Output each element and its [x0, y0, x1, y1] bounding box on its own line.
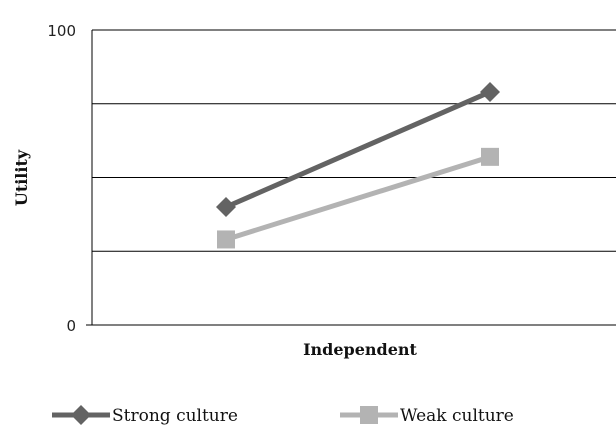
legend-marker: [71, 405, 91, 425]
y-tick-label: 100: [47, 22, 76, 40]
x-axis-title: Independent: [303, 340, 417, 359]
data-point: [217, 230, 235, 249]
gridlines: [92, 29, 616, 252]
data-point: [216, 197, 236, 217]
legend-marker: [360, 406, 378, 424]
y-tick-labels: 0 100: [47, 22, 76, 335]
legend-label: Strong culture: [112, 406, 238, 426]
legend-item: Weak culture: [340, 406, 514, 426]
series-line: [225, 154, 491, 242]
data-point: [480, 81, 500, 102]
legend-label: Weak culture: [400, 406, 514, 426]
legend-item: Strong culture: [52, 405, 238, 426]
series-1: [216, 81, 500, 217]
series-line: [225, 89, 491, 210]
legend: Strong culture Weak culture: [52, 405, 514, 426]
series-2: [217, 147, 499, 249]
y-tick-label: 0: [66, 317, 76, 335]
y-axis-title: Utility: [12, 149, 31, 206]
series-layer: [216, 81, 500, 249]
axes: [86, 30, 616, 326]
data-point: [481, 147, 499, 166]
